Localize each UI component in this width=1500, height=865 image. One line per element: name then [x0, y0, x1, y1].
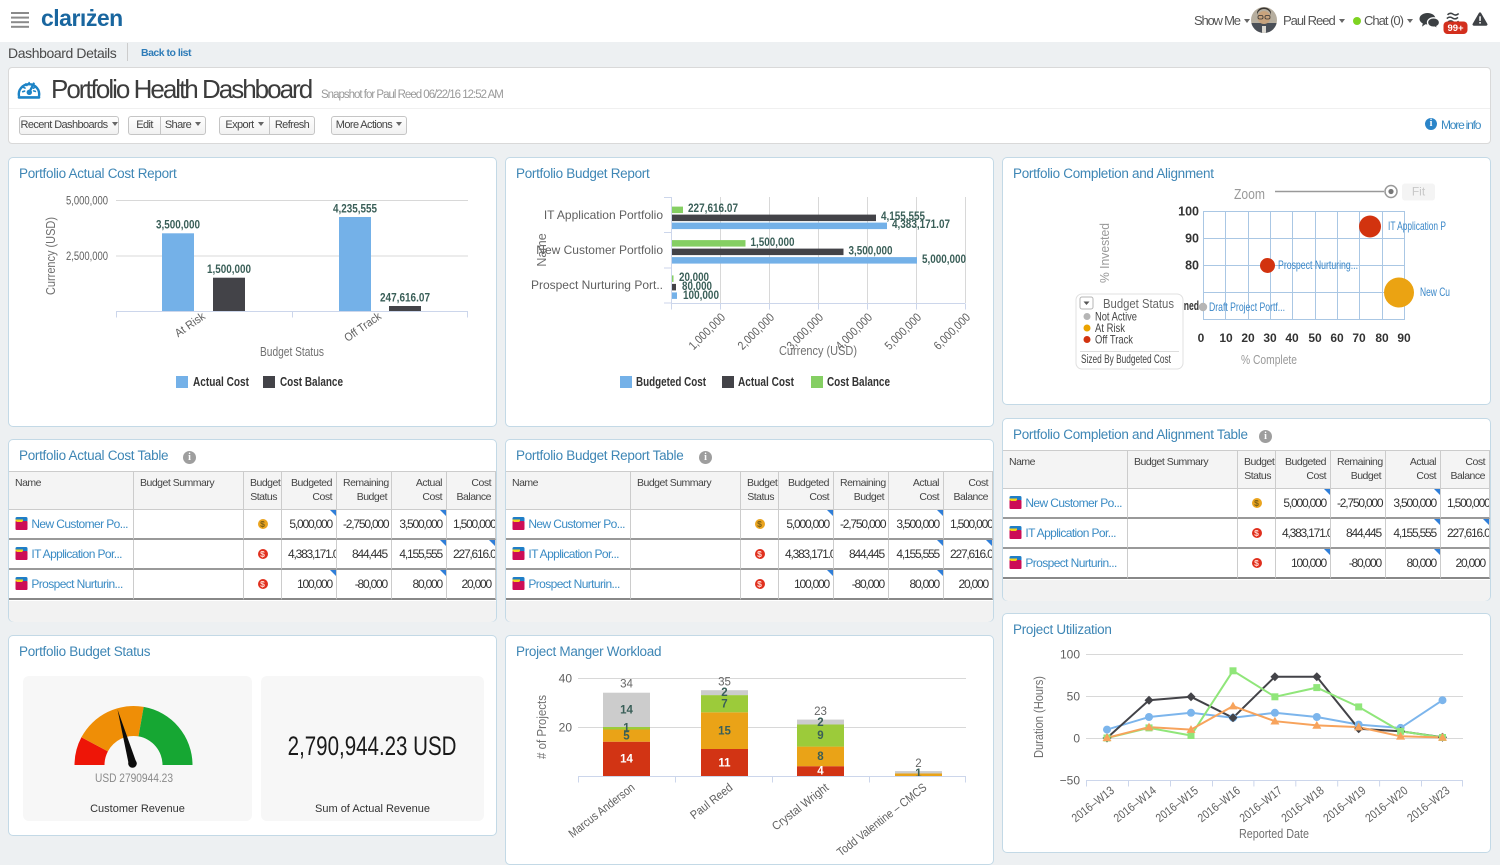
svg-text:30: 30 [1263, 331, 1277, 345]
svg-text:3,500,000: 3,500,000 [156, 220, 200, 232]
svg-text:100: 100 [1060, 648, 1080, 662]
svg-text:5,000,000: 5,000,000 [66, 196, 108, 208]
svg-text:4,383,171.07: 4,383,171.07 [892, 219, 950, 231]
svg-text:2,500,000: 2,500,000 [66, 251, 108, 263]
svg-text:Marcus Anderson: Marcus Anderson [566, 780, 638, 840]
svg-text:Reported Date: Reported Date [1239, 826, 1309, 841]
svg-text:Zoom: Zoom [1234, 186, 1265, 203]
svg-text:Off Track: Off Track [342, 311, 383, 345]
svg-text:2: 2 [817, 717, 823, 729]
svg-text:227,616.07: 227,616.07 [688, 203, 738, 215]
svg-text:2016–W20: 2016–W20 [1362, 783, 1410, 825]
svg-text:Currency (USD): Currency (USD) [44, 217, 58, 295]
svg-text:Todd Valentine – CMCS: Todd Valentine – CMCS [834, 780, 929, 859]
svg-text:Budgeted Cost: Budgeted Cost [636, 375, 707, 389]
svg-text:2016–W23: 2016–W23 [1404, 783, 1452, 825]
svg-text:Crystal Wright: Crystal Wright [769, 780, 832, 833]
svg-text:# of Projects: # of Projects [535, 695, 549, 759]
svg-text:USD 2790944.23: USD 2790944.23 [95, 771, 173, 785]
svg-text:50: 50 [1067, 690, 1081, 704]
svg-text:Budget Status: Budget Status [260, 345, 324, 359]
svg-text:60: 60 [1330, 331, 1344, 345]
svg-text:100: 100 [1178, 205, 1199, 219]
svg-text:Prospect Nurturing Port..: Prospect Nurturing Port.. [531, 278, 663, 292]
svg-text:10: 10 [1219, 331, 1233, 345]
svg-text:247,616.07: 247,616.07 [380, 293, 430, 305]
svg-text:0: 0 [1073, 732, 1080, 746]
svg-text:9: 9 [817, 730, 823, 742]
svg-text:Name: Name [535, 233, 549, 266]
svg-text:Draft Project Portf...: Draft Project Portf... [1209, 300, 1285, 314]
svg-text:0: 0 [1198, 331, 1205, 345]
svg-text:20: 20 [1241, 331, 1255, 345]
svg-text:50: 50 [1308, 331, 1322, 345]
svg-text:23: 23 [814, 706, 827, 718]
svg-text:% Complete: % Complete [1241, 352, 1297, 367]
svg-text:% Invested: % Invested [1097, 223, 1112, 283]
svg-text:34: 34 [620, 679, 633, 691]
svg-text:4,235,555: 4,235,555 [333, 204, 378, 216]
svg-text:14: 14 [620, 705, 633, 717]
svg-text:IT Application P: IT Application P [1388, 219, 1446, 233]
svg-text:100,000: 100,000 [683, 290, 719, 302]
svg-text:6,000,000: 6,000,000 [931, 310, 974, 353]
svg-text:2016–W17: 2016–W17 [1237, 783, 1285, 825]
svg-text:2016–W16: 2016–W16 [1195, 783, 1243, 825]
svg-text:−50: −50 [1060, 774, 1081, 788]
svg-text:2: 2 [915, 758, 921, 770]
svg-text:11: 11 [718, 757, 731, 769]
svg-text:Off Track: Off Track [1095, 333, 1134, 347]
svg-text:35: 35 [718, 677, 731, 689]
svg-text:1,000,000: 1,000,000 [686, 310, 729, 353]
svg-text:90: 90 [1397, 331, 1411, 345]
svg-text:14: 14 [620, 754, 633, 766]
svg-text:2016–W14: 2016–W14 [1111, 783, 1159, 825]
svg-text:2016–W13: 2016–W13 [1069, 783, 1117, 825]
svg-text:Paul Reed: Paul Reed [687, 780, 735, 822]
svg-text:Actual Cost: Actual Cost [193, 375, 250, 389]
svg-text:Duration (Hours): Duration (Hours) [1032, 676, 1046, 758]
svg-text:99+: 99+ [1447, 23, 1464, 34]
svg-text:5,000,000: 5,000,000 [882, 310, 925, 353]
svg-text:40: 40 [1285, 331, 1299, 345]
svg-text:IT Application Portfolio: IT Application Portfolio [544, 208, 664, 222]
svg-text:70: 70 [1352, 331, 1366, 345]
svg-text:15: 15 [718, 726, 731, 738]
svg-text:80: 80 [1185, 259, 1199, 273]
svg-text:2016–W19: 2016–W19 [1321, 783, 1369, 825]
svg-text:3,500,000: 3,500,000 [849, 245, 893, 257]
svg-text:Actual Cost: Actual Cost [738, 375, 795, 389]
svg-text:2016–W15: 2016–W15 [1153, 783, 1201, 825]
svg-text:2016–W18: 2016–W18 [1279, 783, 1327, 825]
svg-text:8: 8 [817, 751, 824, 763]
svg-text:40: 40 [559, 672, 573, 686]
svg-text:Currency (USD): Currency (USD) [779, 344, 857, 358]
svg-text:Fit: Fit [1412, 185, 1426, 199]
svg-text:5,000,000: 5,000,000 [922, 254, 966, 266]
svg-text:80: 80 [1375, 331, 1389, 345]
svg-text:New Cu: New Cu [1420, 285, 1450, 299]
svg-text:7: 7 [721, 699, 727, 711]
svg-text:2: 2 [721, 687, 727, 699]
svg-text:Cost Balance: Cost Balance [280, 375, 343, 389]
svg-text:1,500,000: 1,500,000 [751, 237, 795, 249]
svg-text:4: 4 [817, 766, 824, 778]
svg-text:1,500,000: 1,500,000 [207, 264, 251, 276]
svg-text:1: 1 [623, 723, 630, 735]
svg-text:90: 90 [1185, 232, 1199, 246]
svg-text:20: 20 [559, 721, 573, 735]
svg-text:Sized By Budgeted Cost: Sized By Budgeted Cost [1081, 354, 1172, 366]
svg-text:Prospect Nurturing...: Prospect Nurturing... [1278, 258, 1358, 272]
svg-text:At Risk: At Risk [173, 310, 208, 339]
svg-text:New Customer Portfolio: New Customer Portfolio [536, 243, 663, 257]
svg-text:2,000,000: 2,000,000 [735, 310, 778, 353]
svg-text:Cost Balance: Cost Balance [827, 375, 890, 389]
